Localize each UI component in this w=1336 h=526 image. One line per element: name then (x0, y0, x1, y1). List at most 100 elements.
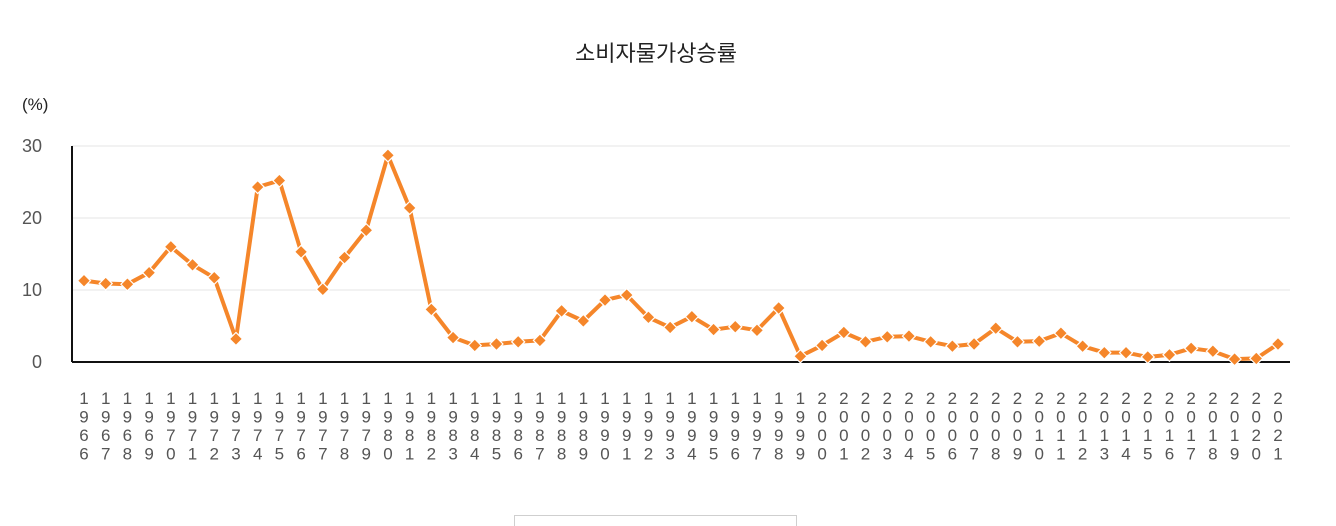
data-point (315, 281, 331, 297)
data-point (272, 173, 287, 188)
y-tick-label: 10 (22, 280, 42, 300)
y-axis-unit-label: (%) (22, 95, 48, 114)
y-tick-label: 20 (22, 208, 42, 228)
y-axis-ticks: 0 10 20 30 (22, 136, 42, 372)
x-axis-ticks: 1 9 6 6 1 9 6 7 1 9 6 8 1 9 6 9 1 9 7 0 1 9 7 1 1 9 7 2 1 9 7 3 1 9 7 4 1 9 7 5… (79, 389, 1282, 464)
data-point (771, 300, 787, 316)
data-point (966, 336, 982, 352)
data-point (1096, 345, 1112, 360)
y-tick-label: 30 (22, 136, 42, 156)
data-point (945, 338, 960, 354)
data-point (836, 325, 852, 340)
data-point (467, 338, 483, 353)
data-point (901, 328, 917, 344)
data-point (76, 273, 92, 288)
data-point (1205, 343, 1221, 359)
legend (514, 515, 797, 526)
data-point (141, 265, 157, 281)
data-point (402, 200, 417, 216)
data-point (510, 334, 526, 350)
data-point (228, 331, 244, 347)
data-point (597, 292, 613, 308)
data-point (793, 348, 808, 364)
data-point (706, 322, 721, 337)
data-point (163, 239, 179, 255)
gridlines (72, 145, 1290, 291)
data-point (250, 179, 266, 195)
data-point (120, 276, 135, 292)
data-point (337, 250, 352, 265)
data-point (1075, 338, 1090, 354)
data-point (206, 270, 222, 286)
data-point (532, 333, 548, 348)
data-point (619, 287, 635, 303)
data-point (923, 334, 939, 350)
data-point (858, 334, 873, 350)
data-point (814, 338, 830, 353)
data-point (1031, 333, 1047, 349)
data-markers (76, 148, 1286, 367)
data-point (1270, 336, 1286, 352)
data-point (684, 309, 700, 324)
data-point (1183, 340, 1199, 356)
data-point (879, 329, 895, 345)
data-point (554, 303, 569, 319)
data-point (98, 276, 114, 291)
data-point (1162, 347, 1177, 363)
data-point (1053, 325, 1069, 341)
data-point (662, 320, 678, 335)
data-point (727, 319, 743, 335)
